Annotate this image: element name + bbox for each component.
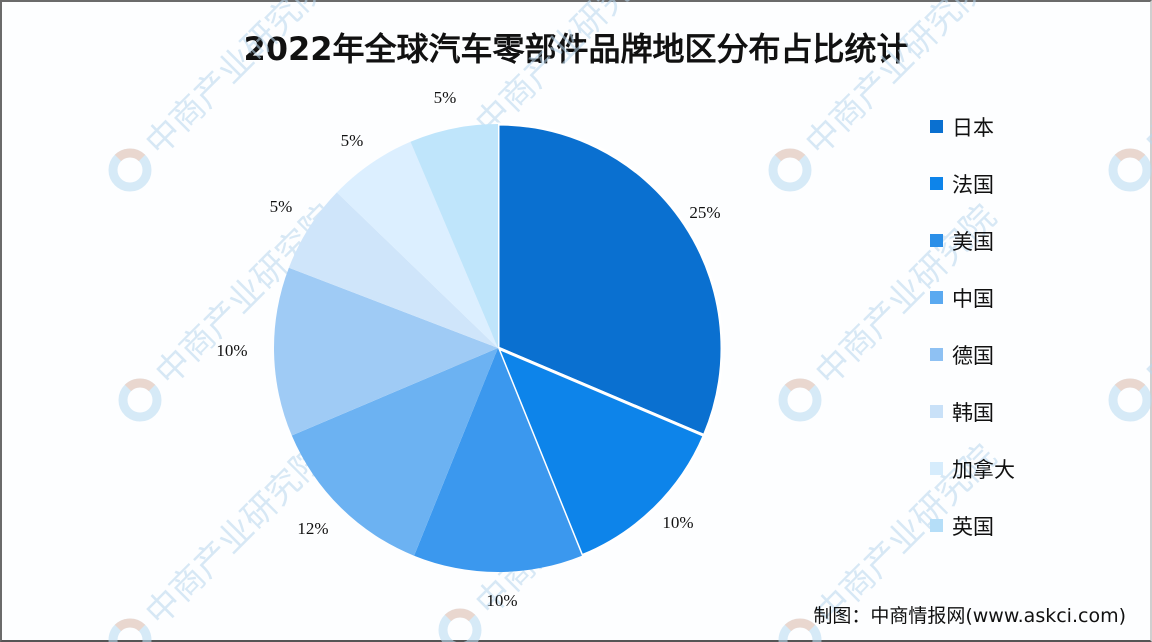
legend-label: 日本 <box>952 116 994 140</box>
watermark-logo-icon: 中商产业研究院 <box>1108 197 1152 422</box>
pie-slice-韩国 <box>288 192 498 348</box>
pie-slice-英国 <box>410 124 498 348</box>
watermark-logo-icon: 中商产业研究院 <box>1108 0 1152 192</box>
legend-swatch <box>930 120 943 133</box>
pie-slice-日本 <box>496 122 724 438</box>
pie-slice-中国 <box>291 348 498 556</box>
slice-value-label: 10% <box>486 591 517 610</box>
watermark-logo-icon: 中商产业研究院 <box>108 437 334 642</box>
legend-label: 加拿大 <box>952 458 1015 482</box>
svg-text:中商产业研究院: 中商产业研究院 <box>468 0 665 144</box>
svg-text:中商产业研究院: 中商产业研究院 <box>1138 197 1152 394</box>
legend-item-canada: 加拿大 <box>930 454 1015 511</box>
pie-labels: 25% 10% 10% 12% 10% 5% 5% 5% <box>216 88 720 610</box>
legend-swatch <box>930 405 943 418</box>
legend-label: 中国 <box>952 287 994 311</box>
slice-value-label: 5% <box>434 88 457 107</box>
legend-item-japan: 日本 <box>930 112 1015 169</box>
slice-value-label: 5% <box>341 131 364 150</box>
legend-label: 法国 <box>952 173 994 197</box>
legend-label: 美国 <box>952 230 994 254</box>
legend-swatch <box>930 519 943 532</box>
legend-swatch <box>930 234 943 247</box>
legend-label: 韩国 <box>952 401 994 425</box>
pie-slice-德国 <box>274 267 498 436</box>
legend-item-france: 法国 <box>930 169 1015 226</box>
svg-text:中商产业研究院: 中商产业研究院 <box>1138 0 1152 164</box>
slice-value-label: 12% <box>297 519 328 538</box>
legend-label: 德国 <box>952 344 994 368</box>
pie-slice-美国 <box>414 348 582 573</box>
slice-value-label: 10% <box>662 513 693 532</box>
legend-label: 英国 <box>952 515 994 539</box>
legend-swatch <box>930 462 943 475</box>
source-credit: 制图：中商情报网(www.askci.com) <box>813 605 1126 627</box>
legend-swatch <box>930 177 943 190</box>
legend-item-usa: 美国 <box>930 226 1015 283</box>
slice-value-label: 10% <box>216 341 247 360</box>
svg-text:中商产业研究院: 中商产业研究院 <box>138 0 335 164</box>
slice-value-label: 25% <box>689 203 720 222</box>
legend-item-korea: 韩国 <box>930 397 1015 454</box>
pie-slices <box>274 122 724 573</box>
legend: 日本 法国 美国 中国 德国 韩国 加拿大 英国 <box>930 112 1015 568</box>
chart-title: 2022年全球汽车零部件品牌地区分布占比统计 <box>243 30 909 68</box>
slice-value-label: 5% <box>270 197 293 216</box>
legend-item-germany: 德国 <box>930 340 1015 397</box>
pie-slice-法国 <box>495 345 707 558</box>
pie-slice-加拿大 <box>336 141 498 348</box>
legend-swatch <box>930 348 943 361</box>
legend-item-china: 中国 <box>930 283 1015 340</box>
watermark-logo-icon: 中商产业研究院 <box>108 0 335 192</box>
legend-item-uk: 英国 <box>930 511 1015 568</box>
legend-swatch <box>930 291 943 304</box>
